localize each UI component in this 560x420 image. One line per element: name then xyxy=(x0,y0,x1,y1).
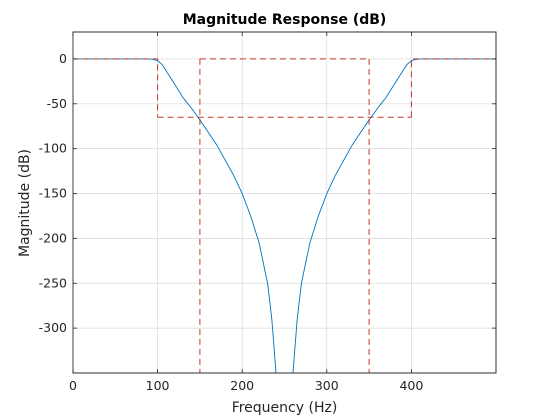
x-tick-label: 0 xyxy=(69,378,77,393)
x-tick-label: 400 xyxy=(399,378,423,393)
plot-area xyxy=(72,31,497,374)
x-axis-label: Frequency (Hz) xyxy=(232,400,338,416)
ticks: 0 100 200 300 400 0 -50 -100 -150 -200 -250 -300 xyxy=(39,32,496,393)
spec-mask-segment xyxy=(410,58,496,118)
y-axis-label: Magnitude (dB) xyxy=(17,149,33,257)
x-tick-label: 200 xyxy=(230,378,254,393)
response-line-right xyxy=(292,58,496,373)
chart-title: Magnitude Response (dB) xyxy=(183,12,387,28)
grid xyxy=(72,32,496,373)
y-tick-label: -250 xyxy=(39,275,67,290)
x-tick-label: 100 xyxy=(146,378,170,393)
y-tick-label: -300 xyxy=(39,320,67,335)
spec-mask-segment xyxy=(73,58,159,118)
x-tick-label: 300 xyxy=(315,378,339,393)
y-tick-label: -200 xyxy=(39,230,67,245)
axes-frame xyxy=(72,31,497,374)
plot-lines xyxy=(73,58,496,373)
y-tick-label: -100 xyxy=(39,141,67,156)
y-tick-label: -50 xyxy=(47,96,67,111)
y-tick-label: -150 xyxy=(39,186,67,201)
y-tick-label: 0 xyxy=(59,51,67,66)
